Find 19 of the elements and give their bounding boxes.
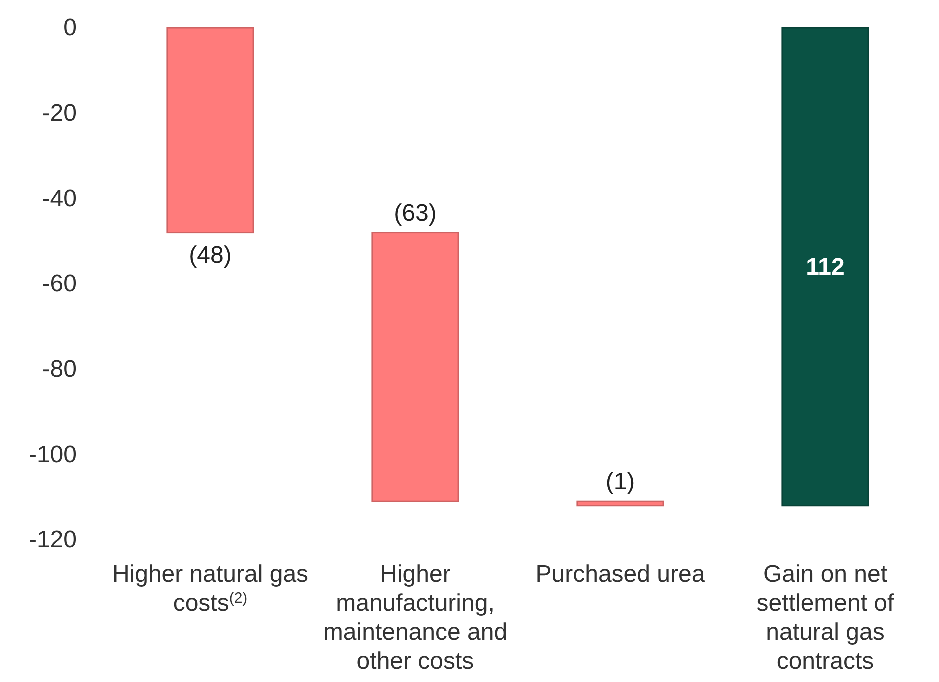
bar: [782, 27, 870, 507]
y-tick-label: -100: [28, 441, 77, 468]
x-tick-label: Purchased urea: [536, 561, 706, 588]
data-label: (63): [394, 200, 437, 227]
bar: [166, 27, 254, 234]
y-tick-label: -20: [42, 100, 77, 128]
x-tick-label: Gain on net settlement of natural gas contracts: [756, 561, 895, 675]
y-tick-label: 0: [64, 14, 77, 42]
y-tick-label: -40: [42, 185, 77, 212]
y-tick-label: -60: [42, 270, 77, 298]
bar: [372, 232, 460, 502]
y-tick-label: -120: [28, 526, 77, 554]
data-label: (48): [189, 242, 232, 269]
data-label: 112: [806, 254, 845, 281]
data-label: (1): [606, 468, 636, 496]
x-tick-label: Higher manufacturing, maintenance and other costs: [323, 561, 508, 675]
y-tick-label: -80: [42, 356, 77, 384]
x-tick-label: Higher natural gas costs$^{(2)}$: [112, 561, 309, 617]
bar: [576, 500, 664, 507]
